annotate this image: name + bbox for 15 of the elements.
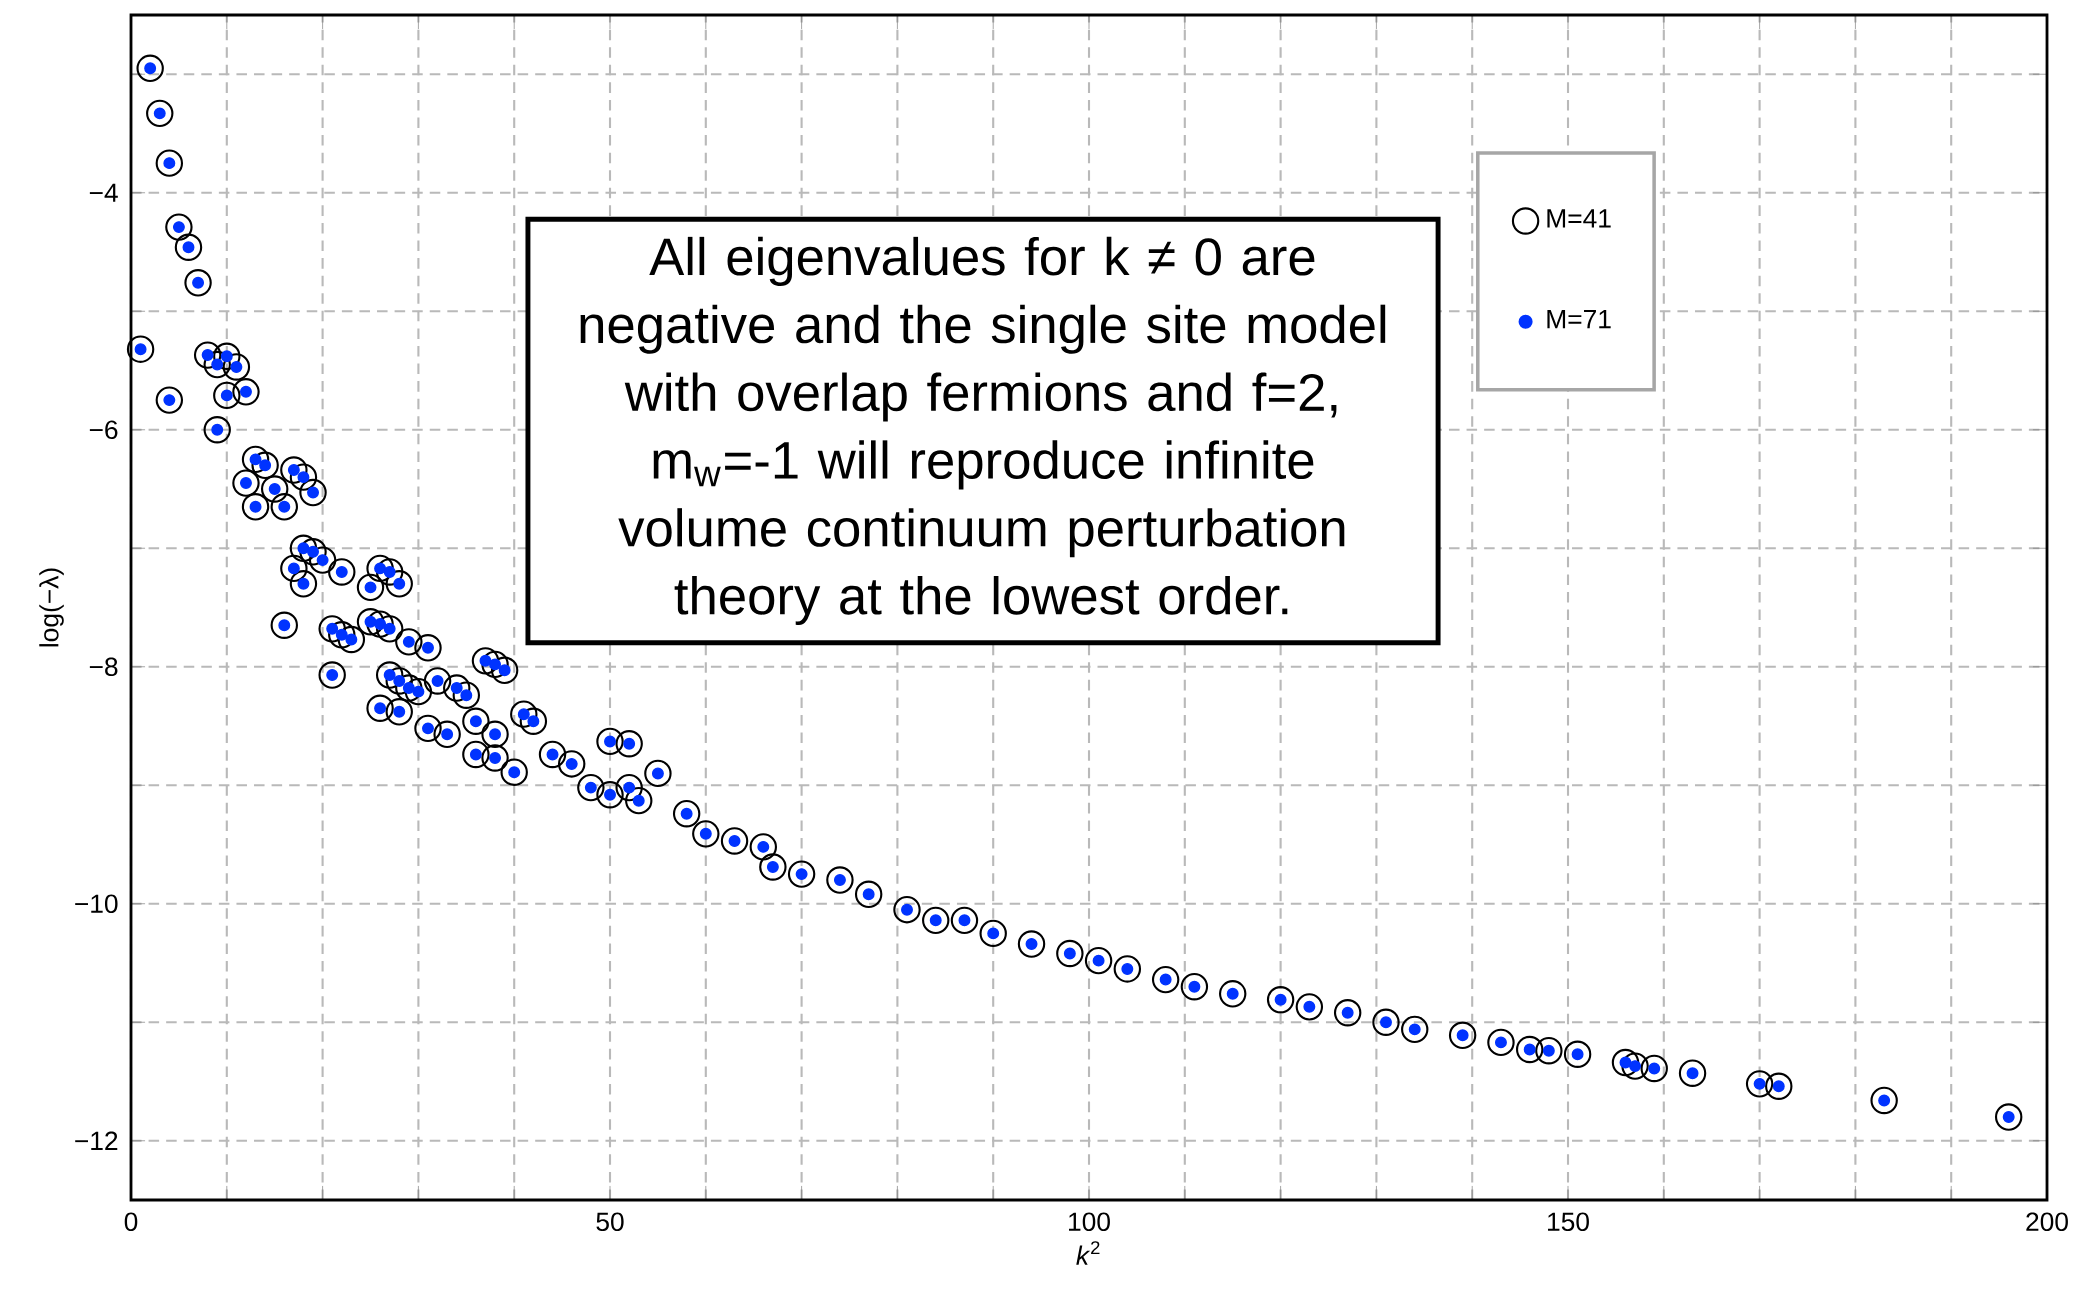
x-tick-label: 0 [124, 1212, 138, 1232]
legend-label: M=71 [1547, 310, 1611, 329]
x-axis-title: k$^{2}$ [1076, 1241, 1100, 1265]
x-tick-label: 50 [596, 1212, 624, 1232]
x-tick-label: 200 [2026, 1212, 2068, 1232]
y-tick-label: −6 [89, 420, 118, 440]
annotation: All eigenvalues for k ≠ 0 are negative and the single site model with overlap fermions and f=2, m$_{w}$=-1 will reproduce infinite volume continuum perturbation theory at the lowest order. [580, 236, 1386, 626]
legend-label: M=41 [1547, 209, 1611, 228]
y-tick-label: −10 [75, 894, 118, 914]
x-tick-label: 100 [1069, 1212, 1110, 1232]
y-tick-label: −12 [75, 1131, 118, 1150]
x-tick-label: 150 [1548, 1212, 1589, 1232]
y-axis-title: log(−λ) [39, 568, 64, 647]
y-tick-label: −8 [89, 657, 118, 677]
y-tick-label: −4 [89, 183, 118, 202]
